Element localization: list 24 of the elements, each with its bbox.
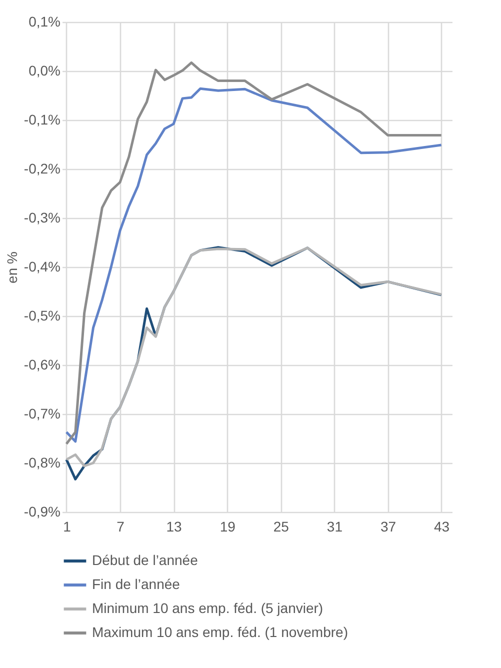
x-tick-label: 13 bbox=[166, 518, 182, 534]
x-tick-label: 19 bbox=[220, 518, 236, 534]
x-tick-label: 31 bbox=[326, 518, 343, 534]
legend-label: Fin de l’année bbox=[92, 576, 180, 592]
x-tick-label: 7 bbox=[116, 518, 125, 534]
y-tick-label: -0,6% bbox=[24, 356, 60, 372]
x-tick-label: 25 bbox=[273, 518, 290, 534]
y-tick-label: -0,5% bbox=[24, 308, 60, 324]
y-tick-label: -0,9% bbox=[24, 504, 60, 520]
x-tick-label: 37 bbox=[380, 518, 396, 534]
legend-label: Début de l’année bbox=[92, 552, 198, 568]
y-tick-label: 0,1% bbox=[28, 14, 60, 30]
y-tick-label: -0,2% bbox=[24, 160, 60, 176]
y-tick-label: -0,8% bbox=[24, 454, 60, 470]
legend-label: Minimum 10 ans emp. féd. (5 janvier) bbox=[92, 600, 324, 616]
y-tick-label: -0,4% bbox=[24, 258, 60, 274]
x-tick-label: 43 bbox=[434, 518, 450, 534]
y-tick-label: -0,7% bbox=[24, 406, 60, 422]
legend-label: Maximum 10 ans emp. féd. (1 novembre) bbox=[92, 624, 348, 640]
y-tick-label: 0,0% bbox=[28, 62, 60, 78]
y-tick-label: -0,1% bbox=[24, 112, 60, 128]
y-tick-label: -0,3% bbox=[24, 210, 60, 226]
y-axis-title: en % bbox=[4, 252, 20, 284]
x-tick-label: 1 bbox=[63, 518, 72, 534]
